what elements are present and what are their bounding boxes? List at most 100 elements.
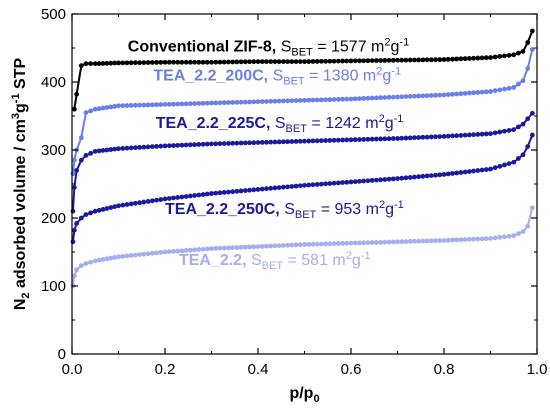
- data-point-tea_225c: [361, 137, 367, 142]
- y-tick-label: 200: [41, 210, 66, 227]
- x-tick-label: 1.0: [527, 361, 548, 378]
- data-point-tea_22: [361, 240, 367, 246]
- data-point-conventional: [511, 52, 517, 58]
- data-point-tea_200c: [506, 85, 512, 91]
- data-point-tea_250c: [525, 144, 531, 150]
- data-point-tea_250c: [242, 188, 248, 193]
- data-point-conventional: [71, 106, 77, 112]
- data-point-conventional: [259, 59, 265, 64]
- data-point-tea_250c: [166, 196, 172, 201]
- data-point-tea_225c: [285, 139, 290, 145]
- data-point-tea_200c: [382, 95, 388, 100]
- data-point-tea_22: [104, 256, 110, 262]
- data-point-tea_225c: [529, 110, 535, 116]
- data-point-tea_225c: [458, 133, 464, 138]
- data-point-tea_250c: [335, 180, 341, 186]
- data-point-tea_22: [124, 253, 130, 259]
- data-point-conventional: [395, 57, 400, 63]
- data-point-tea_200c: [70, 171, 76, 177]
- data-point-tea_200c: [390, 94, 396, 100]
- data-point-tea_225c: [525, 116, 531, 122]
- data-point-tea_250c: [83, 212, 89, 218]
- data-point-tea_200c: [171, 101, 176, 107]
- data-point-tea_225c: [183, 142, 189, 148]
- data-point-tea_225c: [433, 134, 438, 140]
- data-point-tea_250c: [365, 178, 371, 184]
- data-point-tea_22: [407, 239, 413, 244]
- data-point-conventional: [137, 60, 143, 66]
- data-point-tea_22: [319, 241, 324, 247]
- data-point-tea_250c: [226, 189, 231, 195]
- data-point-tea_225c: [407, 135, 413, 141]
- data-point-tea_200c: [450, 91, 455, 97]
- data-point-tea_250c: [433, 172, 438, 178]
- data-point-tea_22: [255, 244, 261, 249]
- data-point-tea_225c: [416, 135, 422, 140]
- data-point-tea_250c: [511, 159, 517, 165]
- data-point-tea_200c: [251, 99, 257, 105]
- data-point-conventional: [209, 59, 214, 65]
- data-point-tea_200c: [511, 85, 517, 90]
- data-point-tea_22: [251, 244, 257, 250]
- data-point-conventional: [268, 59, 274, 64]
- data-point-tea_250c: [454, 170, 460, 176]
- data-point-tea_225c: [133, 145, 138, 151]
- data-point-tea_200c: [319, 97, 324, 103]
- data-point-conventional: [445, 56, 451, 62]
- data-point-tea_200c: [483, 89, 489, 95]
- data-point-conventional: [525, 40, 531, 45]
- data-point-tea_250c: [264, 186, 269, 192]
- data-point-tea_200c: [352, 96, 358, 102]
- data-point-conventional: [441, 57, 447, 62]
- data-point-tea_225c: [323, 138, 329, 143]
- data-point-tea_250c: [192, 193, 197, 198]
- data-point-tea_225c: [475, 132, 481, 137]
- y-axis-title: N2 adsorbed volume / cm3g-1 STP: [10, 58, 32, 311]
- data-point-tea_22: [458, 237, 464, 243]
- data-point-conventional: [247, 59, 252, 65]
- data-point-tea_250c: [395, 176, 400, 181]
- data-point-tea_22: [100, 257, 106, 262]
- data-point-conventional: [234, 59, 240, 65]
- data-point-tea_22: [247, 244, 252, 250]
- data-point-tea_200c: [187, 101, 193, 107]
- data-point-tea_250c: [251, 187, 257, 193]
- data-point-tea_250c: [497, 163, 503, 169]
- data-point-tea_250c: [116, 203, 121, 209]
- data-point-tea_22: [179, 248, 185, 254]
- data-point-conventional: [242, 59, 248, 65]
- data-point-conventional: [462, 56, 468, 62]
- data-point-tea_250c: [179, 194, 185, 200]
- data-point-tea_225c: [78, 157, 84, 163]
- series-line-tea_200c: [71, 49, 534, 174]
- data-point-tea_250c: [213, 190, 219, 196]
- data-point-tea_200c: [247, 99, 252, 105]
- data-point-conventional: [483, 55, 489, 61]
- data-point-tea_22: [238, 244, 244, 250]
- data-point-tea_225c: [145, 144, 151, 150]
- data-point-tea_225c: [149, 144, 155, 150]
- data-point-conventional: [323, 58, 329, 64]
- data-point-tea_250c: [108, 205, 114, 210]
- data-point-tea_250c: [437, 172, 443, 178]
- data-point-tea_22: [382, 239, 388, 245]
- data-point-tea_200c: [92, 106, 98, 112]
- data-point-conventional: [390, 57, 396, 63]
- data-point-tea_200c: [104, 105, 110, 110]
- data-point-tea_225c: [162, 143, 168, 149]
- data-point-tea_225c: [221, 141, 227, 146]
- data-point-tea_22: [479, 236, 485, 242]
- data-point-conventional: [183, 59, 189, 65]
- data-point-tea_200c: [204, 100, 210, 106]
- data-point-tea_22: [289, 242, 295, 248]
- data-point-tea_250c: [373, 177, 379, 183]
- data-point-conventional: [100, 61, 106, 66]
- data-point-tea_200c: [437, 92, 443, 98]
- data-point-tea_200c: [162, 102, 168, 107]
- data-point-tea_22: [116, 254, 121, 260]
- data-point-conventional: [221, 59, 227, 65]
- data-point-tea_22: [92, 258, 98, 264]
- data-point-tea_22: [71, 273, 77, 279]
- data-point-tea_250c: [128, 201, 134, 207]
- data-point-tea_250c: [285, 184, 290, 190]
